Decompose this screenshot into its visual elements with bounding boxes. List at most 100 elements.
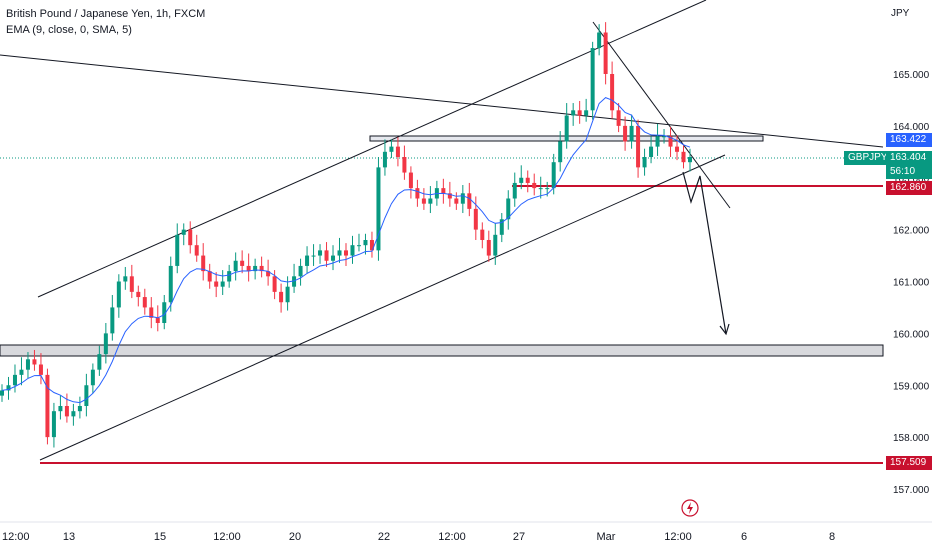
candle-body[interactable] <box>655 136 660 147</box>
candle-body[interactable] <box>318 250 323 256</box>
candle-body[interactable] <box>428 198 433 204</box>
candle-body[interactable] <box>649 146 654 157</box>
candle-body[interactable] <box>103 333 108 355</box>
candle-body[interactable] <box>376 167 381 251</box>
candle-body[interactable] <box>266 271 271 277</box>
candle-body[interactable] <box>298 265 303 277</box>
candle-body[interactable] <box>356 245 361 247</box>
candle-body[interactable] <box>512 182 517 199</box>
candle-body[interactable] <box>324 250 329 261</box>
candle-body[interactable] <box>480 229 485 240</box>
local-downtrend-line[interactable] <box>592 21 731 209</box>
candle-body[interactable] <box>240 260 245 266</box>
lightning-icon[interactable] <box>681 499 699 517</box>
candle-body[interactable] <box>12 374 17 386</box>
candle-body[interactable] <box>168 265 173 303</box>
candle-body[interactable] <box>19 369 24 375</box>
candle-body[interactable] <box>675 146 680 152</box>
candle-body[interactable] <box>272 276 277 292</box>
candle-body[interactable] <box>532 182 537 189</box>
candle-body[interactable] <box>181 229 186 235</box>
candle-body[interactable] <box>25 359 30 370</box>
candle-body[interactable] <box>506 198 511 220</box>
candle-body[interactable] <box>519 177 524 183</box>
candle-body[interactable] <box>110 307 115 334</box>
candle-body[interactable] <box>467 193 472 209</box>
candle-body[interactable] <box>155 317 160 323</box>
candle-body[interactable] <box>551 162 556 189</box>
candle-body[interactable] <box>214 281 219 287</box>
candle-body[interactable] <box>188 229 193 246</box>
candle-body[interactable] <box>382 151 387 168</box>
candle-body[interactable] <box>162 302 167 323</box>
candle-body[interactable] <box>331 255 336 261</box>
candle-body[interactable] <box>71 411 76 417</box>
candle-body[interactable] <box>564 115 569 142</box>
channel-lower-line[interactable] <box>39 154 726 461</box>
candle-body[interactable] <box>38 364 43 375</box>
candle-body[interactable] <box>460 193 465 204</box>
candle-body[interactable] <box>486 240 491 256</box>
candle-body[interactable] <box>616 110 621 126</box>
candle-body[interactable] <box>0 390 4 396</box>
candle-body[interactable] <box>194 245 199 256</box>
candle-body[interactable] <box>175 234 180 266</box>
projection-path[interactable] <box>682 171 727 335</box>
candle-body[interactable] <box>136 291 141 298</box>
candle-body[interactable] <box>421 198 426 204</box>
candle-body[interactable] <box>688 157 692 163</box>
candle-body[interactable] <box>636 125 641 168</box>
candle-body[interactable] <box>233 260 238 272</box>
candle-body[interactable] <box>201 255 206 272</box>
candle-body[interactable] <box>571 110 576 116</box>
candle-body[interactable] <box>402 157 407 173</box>
candle-body[interactable] <box>584 110 589 116</box>
candle-body[interactable] <box>642 157 647 168</box>
candle-body[interactable] <box>90 369 95 386</box>
candle-body[interactable] <box>51 411 56 438</box>
candle-body[interactable] <box>64 406 69 417</box>
candle-body[interactable] <box>246 265 251 272</box>
candle-body[interactable] <box>415 188 420 199</box>
candle-body[interactable] <box>681 151 686 163</box>
candle-body[interactable] <box>207 271 212 282</box>
candle-body[interactable] <box>220 281 225 287</box>
candle-body[interactable] <box>662 136 667 138</box>
candle-body[interactable] <box>311 255 316 257</box>
candle-body[interactable] <box>116 281 121 308</box>
candle-body[interactable] <box>58 406 63 412</box>
candle-body[interactable] <box>558 141 563 163</box>
candle-body[interactable] <box>408 172 413 189</box>
candle-body[interactable] <box>603 32 608 75</box>
candle-body[interactable] <box>350 245 355 256</box>
candle-body[interactable] <box>279 291 284 303</box>
candle-body[interactable] <box>441 188 446 194</box>
candle-body[interactable] <box>668 136 673 147</box>
candle-body[interactable] <box>259 265 264 272</box>
candle-body[interactable] <box>389 146 394 152</box>
candle-body[interactable] <box>123 276 128 282</box>
candle-body[interactable] <box>597 32 602 49</box>
candle-body[interactable] <box>253 265 258 272</box>
candle-body[interactable] <box>77 406 82 412</box>
candle-body[interactable] <box>285 286 290 303</box>
candle-body[interactable] <box>545 188 550 190</box>
candle-body[interactable] <box>629 125 634 142</box>
candle-body[interactable] <box>129 276 134 292</box>
candle-body[interactable] <box>6 385 11 391</box>
candle-body[interactable] <box>473 208 478 230</box>
candle-body[interactable] <box>610 74 615 111</box>
candle-body[interactable] <box>142 297 147 308</box>
candle-body[interactable] <box>337 250 342 256</box>
candle-body[interactable] <box>447 193 452 199</box>
candle-body[interactable] <box>499 219 504 235</box>
candle-body[interactable] <box>149 307 154 318</box>
candle-body[interactable] <box>305 255 310 266</box>
candle-body[interactable] <box>84 385 89 406</box>
candle-body[interactable] <box>538 188 543 190</box>
candle-body[interactable] <box>97 354 102 370</box>
channel-upper-line[interactable] <box>37 0 707 298</box>
candle-body[interactable] <box>227 271 232 282</box>
descending-trendline[interactable] <box>0 54 884 148</box>
